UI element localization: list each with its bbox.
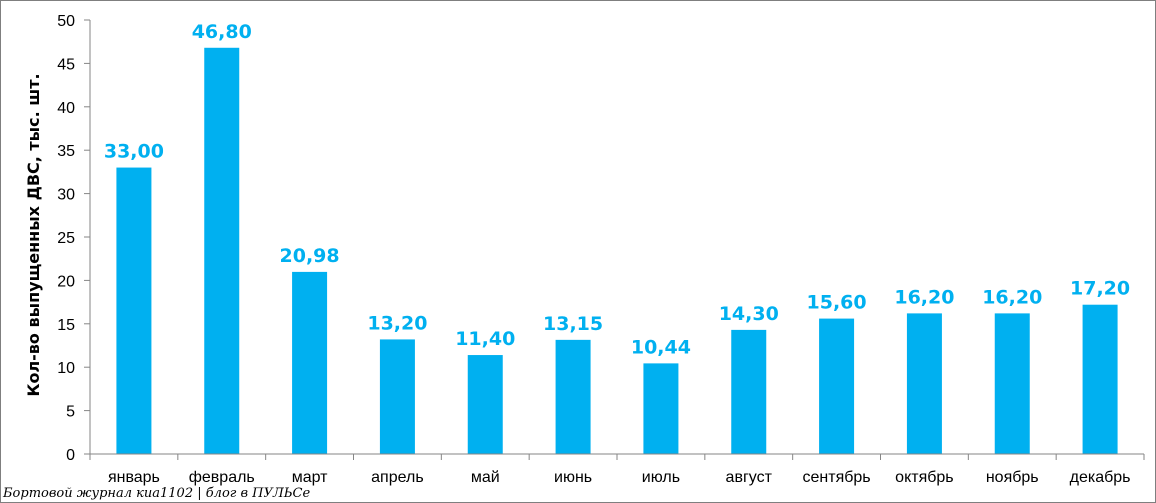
bar <box>379 339 415 454</box>
bar <box>906 313 942 454</box>
x-tick-label: август <box>726 469 773 486</box>
y-tick-label: 0 <box>66 447 75 464</box>
watermark-text: Бортовой журнал киа1102 | блог в ПУЛЬСе <box>3 486 311 501</box>
bar <box>467 355 503 454</box>
data-label: 16,20 <box>894 286 954 308</box>
x-tick-label: ноябрь <box>986 469 1039 486</box>
y-tick-label: 45 <box>57 56 75 73</box>
data-label: 17,20 <box>1070 278 1130 300</box>
y-tick-label: 10 <box>57 360 75 377</box>
data-label: 20,98 <box>280 245 340 267</box>
x-tick-label: октябрь <box>895 469 953 486</box>
y-tick-label: 5 <box>66 404 75 421</box>
bar <box>116 167 152 454</box>
y-axis-ticks: 0 5 10 15 20 25 30 35 40 45 50 <box>57 13 90 464</box>
x-tick-label: декабрь <box>1070 469 1131 486</box>
data-label: 14,30 <box>719 303 779 325</box>
x-tick-label: июль <box>642 469 680 486</box>
x-tick-label: май <box>471 469 500 486</box>
x-tick-label: июнь <box>554 469 592 486</box>
bar <box>643 363 679 454</box>
y-tick-label: 35 <box>57 143 75 160</box>
data-label: 15,60 <box>807 292 867 314</box>
bars-group <box>116 47 1118 454</box>
data-label: 10,44 <box>631 336 691 358</box>
bar <box>292 271 328 454</box>
bar <box>204 47 240 454</box>
y-axis-title: Кол-во выпущенных ДВС, тыс. шт. <box>24 73 43 396</box>
data-label: 33,00 <box>104 141 164 163</box>
data-label: 13,15 <box>543 313 603 335</box>
bar <box>819 318 855 454</box>
y-tick-label: 30 <box>57 187 75 204</box>
bar <box>731 329 767 454</box>
x-tick-label: январь <box>108 469 160 486</box>
bar <box>994 313 1030 454</box>
x-axis-ticks: январь февраль март апрель май июнь июль август… <box>89 454 1145 486</box>
x-tick-label: апрель <box>371 469 424 486</box>
y-tick-label: 15 <box>57 317 75 334</box>
bar <box>1082 304 1118 454</box>
data-label: 11,40 <box>455 328 515 350</box>
data-label: 16,20 <box>982 286 1042 308</box>
y-tick-label: 50 <box>57 13 75 30</box>
x-tick-label: март <box>292 469 328 486</box>
bar <box>555 339 591 454</box>
x-tick-label: сентябрь <box>803 469 871 486</box>
y-tick-label: 20 <box>57 273 75 290</box>
x-tick-label: февраль <box>189 469 255 486</box>
y-tick-label: 40 <box>57 100 75 117</box>
data-label: 13,20 <box>367 312 427 334</box>
data-label: 46,80 <box>192 21 252 43</box>
data-labels-group: 33,00 46,80 20,98 13,20 11,40 13,15 10,44 14,30… <box>104 21 1130 359</box>
y-tick-label: 25 <box>57 230 75 247</box>
